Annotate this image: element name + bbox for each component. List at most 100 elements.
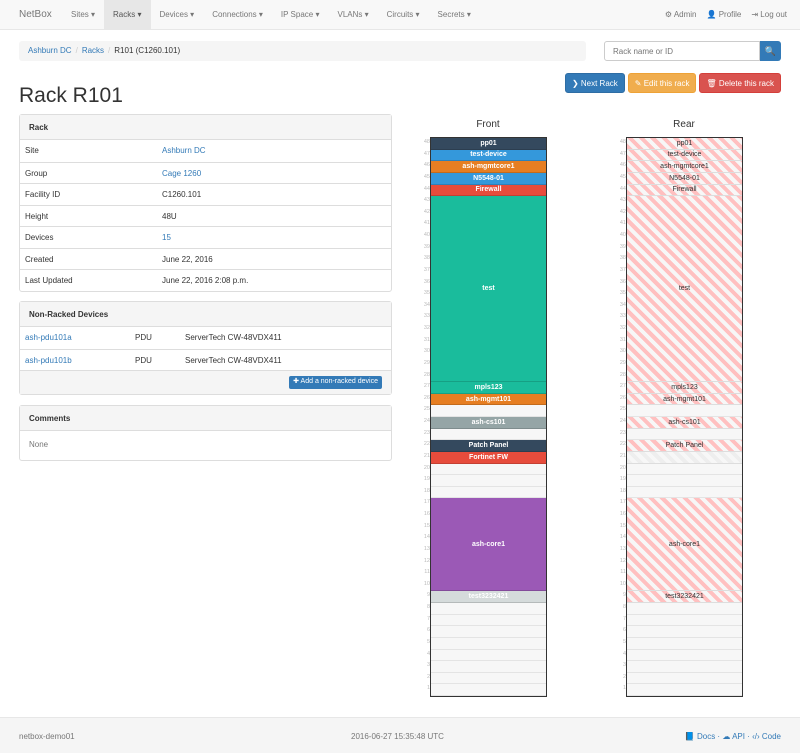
rack-device-rear[interactable]: ash-mgmtcore1 [627, 161, 742, 173]
nav-item[interactable]: Racks ▾ [104, 0, 151, 29]
rack-device-rear[interactable]: mpls123 [627, 382, 742, 394]
rack-device-rear[interactable]: ash-mgmt101 [627, 393, 742, 406]
device-link[interactable]: ash-pdu101b [25, 355, 72, 365]
unit-number: 31 [619, 336, 626, 343]
rack-device-rear[interactable]: pp01 [627, 138, 742, 150]
footer-links[interactable]: 📘 Docs · ☁ API · ‹/› Code [684, 732, 781, 741]
detail-row: Height 48U [20, 204, 391, 227]
next-rack-button[interactable]: ❯ Next Rack [564, 73, 625, 93]
rack-unit [627, 626, 742, 638]
rack-device[interactable]: pp01 [431, 138, 546, 150]
unit-number: 17 [423, 499, 430, 506]
unit-number: 48 [423, 139, 430, 145]
unit-number: 30 [619, 348, 626, 355]
rack-device[interactable]: test-device [431, 149, 546, 162]
unit-number: 5 [622, 638, 626, 645]
search-input[interactable] [604, 41, 760, 61]
add-non-racked-device-button[interactable]: ✚ Add a non-racked device [289, 376, 382, 389]
rack-unit [431, 673, 546, 685]
nav-item[interactable]: IP Space ▾ [280, 10, 320, 19]
detail-value[interactable]: Cage 1260 [162, 168, 202, 178]
rack-unit [431, 650, 546, 662]
unit-number: 40 [619, 232, 626, 238]
nav-item[interactable]: Secrets ▾ [437, 10, 471, 19]
rack-unit [627, 661, 742, 673]
rear-label: Rear [673, 119, 695, 130]
nav-item[interactable]: VLANs ▾ [337, 10, 369, 19]
main-nav: Sites ▾ Racks ▾ Devices ▾ Connections ▾ IP S… [62, 0, 480, 29]
search-button[interactable]: 🔍 [760, 41, 781, 61]
unit-number: 39 [423, 243, 430, 250]
panel-heading: Non-Racked Devices [20, 302, 391, 327]
unit-number: 21 [423, 452, 430, 459]
unit-number: 1 [426, 685, 430, 692]
rack-device[interactable]: ash-core1 [431, 498, 546, 592]
unit-number: 36 [423, 278, 430, 285]
device-role: PDU [135, 333, 152, 342]
rack-unit [431, 464, 546, 476]
rack-device-rear[interactable]: ash-cs101 [627, 417, 742, 429]
unit-number: 7 [426, 615, 430, 622]
rack-device-rear[interactable]: test3232421 [627, 591, 742, 603]
detail-label: Site [25, 146, 39, 155]
rack-rear: pp01 test-device ash-mgmtcore1 N5548-01 Fire… [626, 137, 743, 697]
rack-device-rear[interactable]: Firewall [627, 184, 742, 197]
rack-unit [431, 603, 546, 615]
unit-number: 34 [619, 301, 626, 308]
rack-device[interactable]: ash-cs101 [431, 417, 546, 429]
rack-device-rear[interactable]: test [627, 196, 742, 383]
rack-device-rear[interactable] [627, 451, 742, 464]
rack-device[interactable]: Patch Panel [431, 440, 546, 452]
rack-unit [431, 487, 546, 499]
nav-user[interactable]: 👤 Profile [706, 10, 742, 19]
detail-value[interactable]: Ashburn DC [162, 146, 206, 155]
unit-number: 18 [619, 487, 626, 494]
detail-value[interactable]: 15 [162, 233, 171, 242]
detail-row: Group Cage 1260 [20, 161, 391, 184]
nav-item[interactable]: Circuits ▾ [386, 10, 420, 19]
detail-row: Devices 15 [20, 226, 391, 248]
unit-number: 10 [619, 580, 626, 587]
unit-number: 12 [619, 557, 626, 564]
unit-number: 6 [426, 627, 430, 634]
nav-item[interactable]: Devices ▾ [159, 10, 195, 19]
device-link[interactable]: ash-pdu101a [25, 333, 72, 342]
rack-device[interactable]: ash-mgmtcore1 [431, 161, 546, 173]
rack-device-rear[interactable]: Patch Panel [627, 440, 742, 452]
rack-device[interactable]: mpls123 [431, 382, 546, 394]
rack-panel: Rack Site Ashburn DC Group Cage 1260 Facilit… [19, 114, 392, 292]
rack-device-rear[interactable]: test-device [627, 149, 742, 162]
rack-device[interactable]: Firewall [431, 184, 546, 197]
rack-unit [431, 684, 546, 696]
device-type: ServerTech CW-48VDX411 [185, 333, 282, 342]
nav-item[interactable]: Connections ▾ [212, 10, 263, 19]
unit-number: 9 [622, 592, 626, 599]
unit-number: 28 [619, 371, 626, 378]
rack-device[interactable]: test3232421 [431, 591, 546, 603]
nav-item[interactable]: Sites ▾ [71, 10, 96, 19]
rack-device[interactable]: Fortinet FW [431, 451, 546, 464]
unit-number: 9 [426, 592, 430, 599]
nav-logout[interactable]: ⇥ Log out [751, 10, 787, 19]
panel-heading: Rack [20, 115, 391, 140]
unit-number: 4 [426, 650, 430, 657]
brand-logo[interactable]: NetBox [19, 9, 52, 20]
rack-device[interactable]: ash-mgmt101 [431, 393, 546, 406]
rack-unit [431, 475, 546, 487]
delete-rack-button[interactable]: 🗑 Delete this rack [699, 73, 781, 93]
rack-device[interactable]: N5548-01 [431, 172, 546, 185]
unit-number: 18 [423, 487, 430, 494]
rack-device[interactable]: test [431, 196, 546, 383]
rack-unit [431, 429, 546, 441]
unit-number: 41 [619, 220, 626, 227]
unit-number: 2 [426, 673, 430, 680]
unit-number: 34 [423, 301, 430, 308]
unit-number: 6 [622, 627, 626, 634]
edit-rack-button[interactable]: ✎ Edit this rack [627, 73, 697, 93]
rack-device-rear[interactable]: ash-core1 [627, 498, 742, 592]
nav-gear[interactable]: ⚙ Admin [664, 10, 697, 19]
detail-label: Devices [25, 233, 54, 242]
breadcrumb-racks[interactable]: Racks [81, 46, 105, 55]
rack-device-rear[interactable]: N5548-01 [627, 172, 742, 185]
breadcrumb-site[interactable]: Ashburn DC [28, 46, 72, 55]
